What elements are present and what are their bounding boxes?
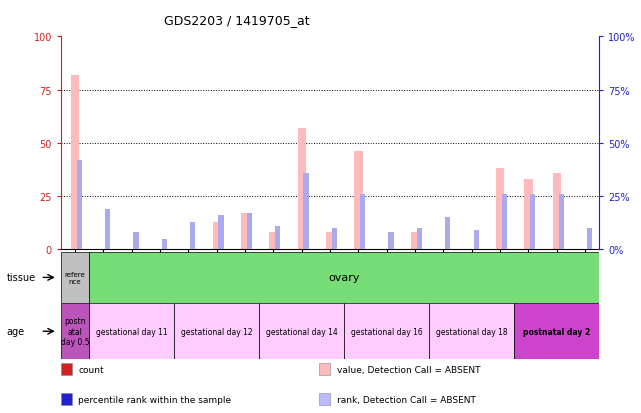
Bar <box>61 393 72 405</box>
Bar <box>303 173 308 250</box>
Bar <box>524 180 533 250</box>
Text: refere
nce: refere nce <box>65 271 85 284</box>
Bar <box>354 152 363 250</box>
Bar <box>213 222 221 250</box>
Text: gestational day 12: gestational day 12 <box>181 327 253 336</box>
Bar <box>269 233 278 250</box>
Text: percentile rank within the sample: percentile rank within the sample <box>78 394 231 404</box>
Bar <box>429 304 514 359</box>
Bar <box>71 76 79 250</box>
Bar <box>514 304 599 359</box>
Text: count: count <box>78 365 104 374</box>
Bar <box>474 231 479 250</box>
Text: tissue: tissue <box>6 273 35 283</box>
Bar <box>530 195 535 250</box>
Text: gestational day 16: gestational day 16 <box>351 327 422 336</box>
Bar <box>388 233 394 250</box>
Bar <box>297 128 306 250</box>
Bar <box>174 304 259 359</box>
Bar <box>77 161 82 250</box>
Bar <box>319 393 330 405</box>
Text: gestational day 11: gestational day 11 <box>96 327 167 336</box>
Bar <box>411 233 419 250</box>
Bar <box>558 195 563 250</box>
Text: postnatal day 2: postnatal day 2 <box>523 327 590 336</box>
Bar <box>332 229 337 250</box>
Bar <box>587 229 592 250</box>
Bar <box>326 233 335 250</box>
Bar <box>133 233 138 250</box>
Bar <box>275 226 280 250</box>
Bar <box>162 239 167 250</box>
Bar <box>61 252 89 304</box>
Text: gestational day 14: gestational day 14 <box>266 327 338 336</box>
Text: age: age <box>6 326 24 337</box>
Bar <box>502 195 507 250</box>
Bar <box>344 304 429 359</box>
Text: GDS2203 / 1419705_at: GDS2203 / 1419705_at <box>164 14 310 27</box>
Bar <box>445 218 450 250</box>
Bar <box>360 195 365 250</box>
Bar <box>89 304 174 359</box>
Text: gestational day 18: gestational day 18 <box>436 327 508 336</box>
Bar <box>496 169 504 250</box>
Bar <box>417 229 422 250</box>
Bar <box>241 214 249 250</box>
Bar <box>319 363 330 375</box>
Bar <box>105 209 110 250</box>
Bar <box>61 304 89 359</box>
Text: ovary: ovary <box>329 273 360 283</box>
Bar <box>219 216 224 250</box>
Bar <box>61 363 72 375</box>
Bar <box>553 173 561 250</box>
Text: value, Detection Call = ABSENT: value, Detection Call = ABSENT <box>337 365 480 374</box>
Text: postn
atal
day 0.5: postn atal day 0.5 <box>61 317 89 346</box>
Bar <box>247 214 252 250</box>
Text: rank, Detection Call = ABSENT: rank, Detection Call = ABSENT <box>337 394 476 404</box>
Bar <box>190 222 196 250</box>
Bar <box>259 304 344 359</box>
